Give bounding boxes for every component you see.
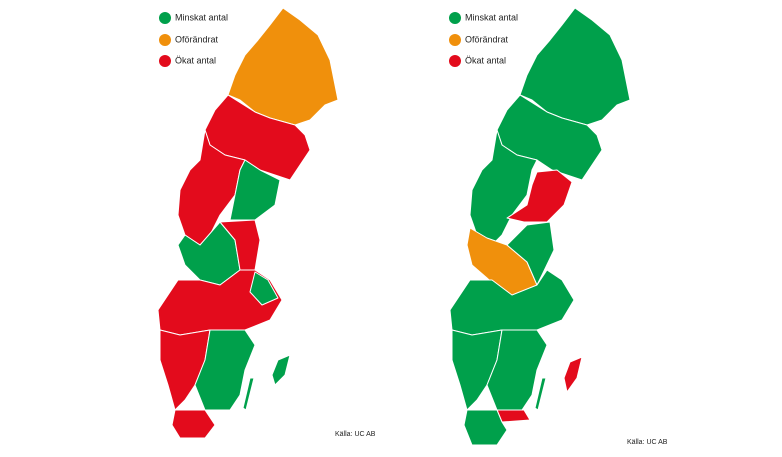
region (486, 329, 548, 411)
source: Källa: UC AB (627, 439, 668, 446)
region (506, 221, 555, 286)
legend-label: Oförändrat (465, 34, 509, 44)
legend-label: Ökat antal (465, 55, 506, 65)
legend-swatch (159, 34, 171, 46)
region (463, 409, 508, 446)
legend-swatch (449, 12, 461, 24)
region (506, 169, 573, 223)
region (563, 356, 583, 393)
map (157, 7, 339, 439)
legend-swatch (449, 34, 461, 46)
legend-label: Minskat antal (465, 12, 518, 22)
region (242, 377, 255, 411)
region (249, 271, 279, 306)
region (534, 377, 547, 411)
region (449, 269, 575, 336)
legend-label: Ökat antal (175, 55, 216, 65)
legend-swatch (449, 55, 461, 67)
legend-swatch (159, 55, 171, 67)
region (451, 329, 503, 411)
source: Källa: UC AB (335, 431, 376, 438)
region (194, 329, 256, 411)
region (159, 329, 211, 411)
legend-label: Minskat antal (175, 12, 228, 22)
region (496, 409, 531, 423)
legend-swatch (159, 12, 171, 24)
region (469, 129, 538, 246)
map (449, 7, 631, 446)
region (271, 354, 291, 386)
region (171, 409, 216, 439)
legend-label: Oförändrat (175, 34, 219, 44)
